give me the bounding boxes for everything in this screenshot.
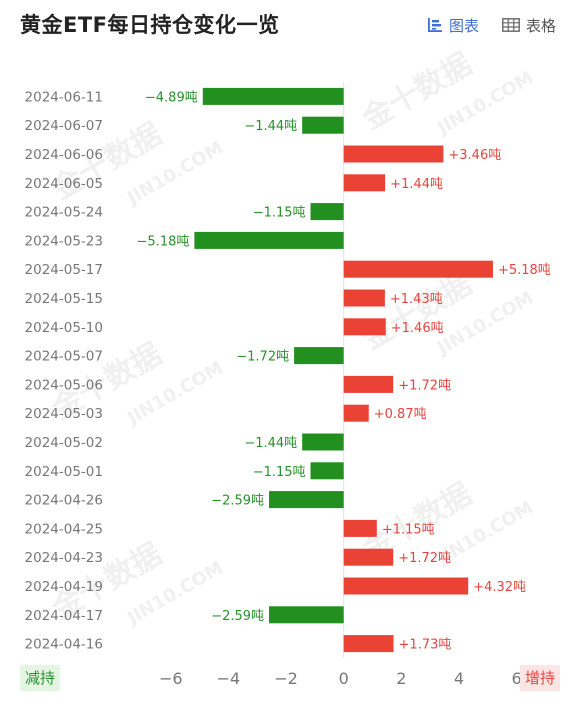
x-tick-label: −6	[159, 669, 183, 688]
data-label: +3.46吨	[448, 148, 501, 163]
bar	[343, 260, 493, 278]
table-view-label: 表格	[526, 16, 557, 35]
data-label: +4.32吨	[473, 580, 526, 595]
bar	[343, 635, 394, 653]
data-label: +1.44吨	[390, 177, 443, 192]
x-tick-label: −4	[217, 669, 241, 688]
data-label: +1.15吨	[382, 522, 435, 537]
bar	[302, 116, 344, 134]
category-label: 2024-05-01	[25, 464, 103, 480]
category-label: 2024-05-24	[25, 205, 103, 221]
x-tick-label: 6	[512, 669, 522, 688]
category-label: 2024-06-05	[25, 176, 103, 192]
bar	[343, 145, 444, 163]
bar	[343, 548, 394, 566]
bar	[294, 347, 344, 365]
data-label: −5.18吨	[137, 234, 190, 249]
data-label: +1.72吨	[398, 378, 451, 393]
data-label: −2.59吨	[211, 609, 264, 624]
table-view-tab[interactable]: 表格	[502, 12, 556, 38]
bar	[343, 404, 369, 422]
data-label: −1.72吨	[236, 350, 289, 365]
table-grid-icon	[502, 18, 520, 32]
data-label: +1.43吨	[390, 292, 443, 307]
bar	[269, 491, 344, 509]
chart-view-tab[interactable]: 图表	[427, 12, 479, 38]
data-label: −1.15吨	[253, 465, 306, 480]
category-label: 2024-05-03	[25, 406, 103, 422]
category-label: 2024-04-25	[25, 521, 103, 537]
bar	[194, 231, 344, 249]
x-tick-label: 4	[454, 669, 464, 688]
data-label: +0.87吨	[374, 407, 427, 422]
bar	[343, 519, 377, 537]
bar	[343, 174, 386, 192]
category-label: 2024-04-19	[25, 579, 103, 595]
bar	[310, 462, 344, 480]
category-label: 2024-04-23	[25, 550, 103, 566]
x-tick-label: 2	[396, 669, 406, 688]
bar	[302, 433, 344, 451]
bar-chart-icon	[428, 18, 442, 32]
bar	[202, 87, 344, 105]
category-label: 2024-04-17	[25, 608, 103, 624]
data-label: −2.59吨	[211, 494, 264, 509]
data-label: −1.44吨	[244, 119, 297, 134]
x-tick-label: −2	[274, 669, 298, 688]
bar	[269, 606, 344, 624]
category-label: 2024-05-06	[25, 377, 103, 393]
data-label: −1.44吨	[244, 436, 297, 451]
category-label: 2024-05-10	[25, 320, 103, 336]
bar	[343, 318, 386, 336]
data-label: +5.18吨	[498, 263, 551, 278]
increase-holdings-label: 增持	[519, 665, 560, 691]
data-label: −1.15吨	[253, 206, 306, 221]
bar	[343, 289, 385, 307]
data-label: +1.73吨	[399, 638, 452, 653]
category-label: 2024-04-26	[25, 493, 103, 509]
category-label: 2024-05-07	[25, 349, 103, 365]
chart-view-label: 图表	[449, 16, 480, 35]
category-label: 2024-06-11	[25, 89, 103, 105]
page-title: 黄金ETF每日持仓变化一览	[20, 13, 280, 37]
category-label: 2024-05-15	[25, 291, 103, 307]
bar	[310, 203, 344, 221]
category-label: 2024-05-23	[25, 233, 103, 249]
category-label: 2024-05-02	[25, 435, 103, 451]
category-label: 2024-06-07	[25, 118, 103, 134]
bar	[343, 375, 394, 393]
x-tick-label: 0	[339, 669, 349, 688]
data-label: +1.46吨	[391, 321, 444, 336]
category-label: 2024-05-17	[25, 262, 103, 278]
bar	[343, 577, 469, 595]
data-label: +1.72吨	[398, 551, 451, 566]
data-label: −4.89吨	[145, 90, 198, 105]
reduce-holdings-label: 减持	[20, 665, 61, 691]
category-label: 2024-06-06	[25, 147, 103, 163]
category-label: 2024-04-16	[25, 637, 103, 653]
